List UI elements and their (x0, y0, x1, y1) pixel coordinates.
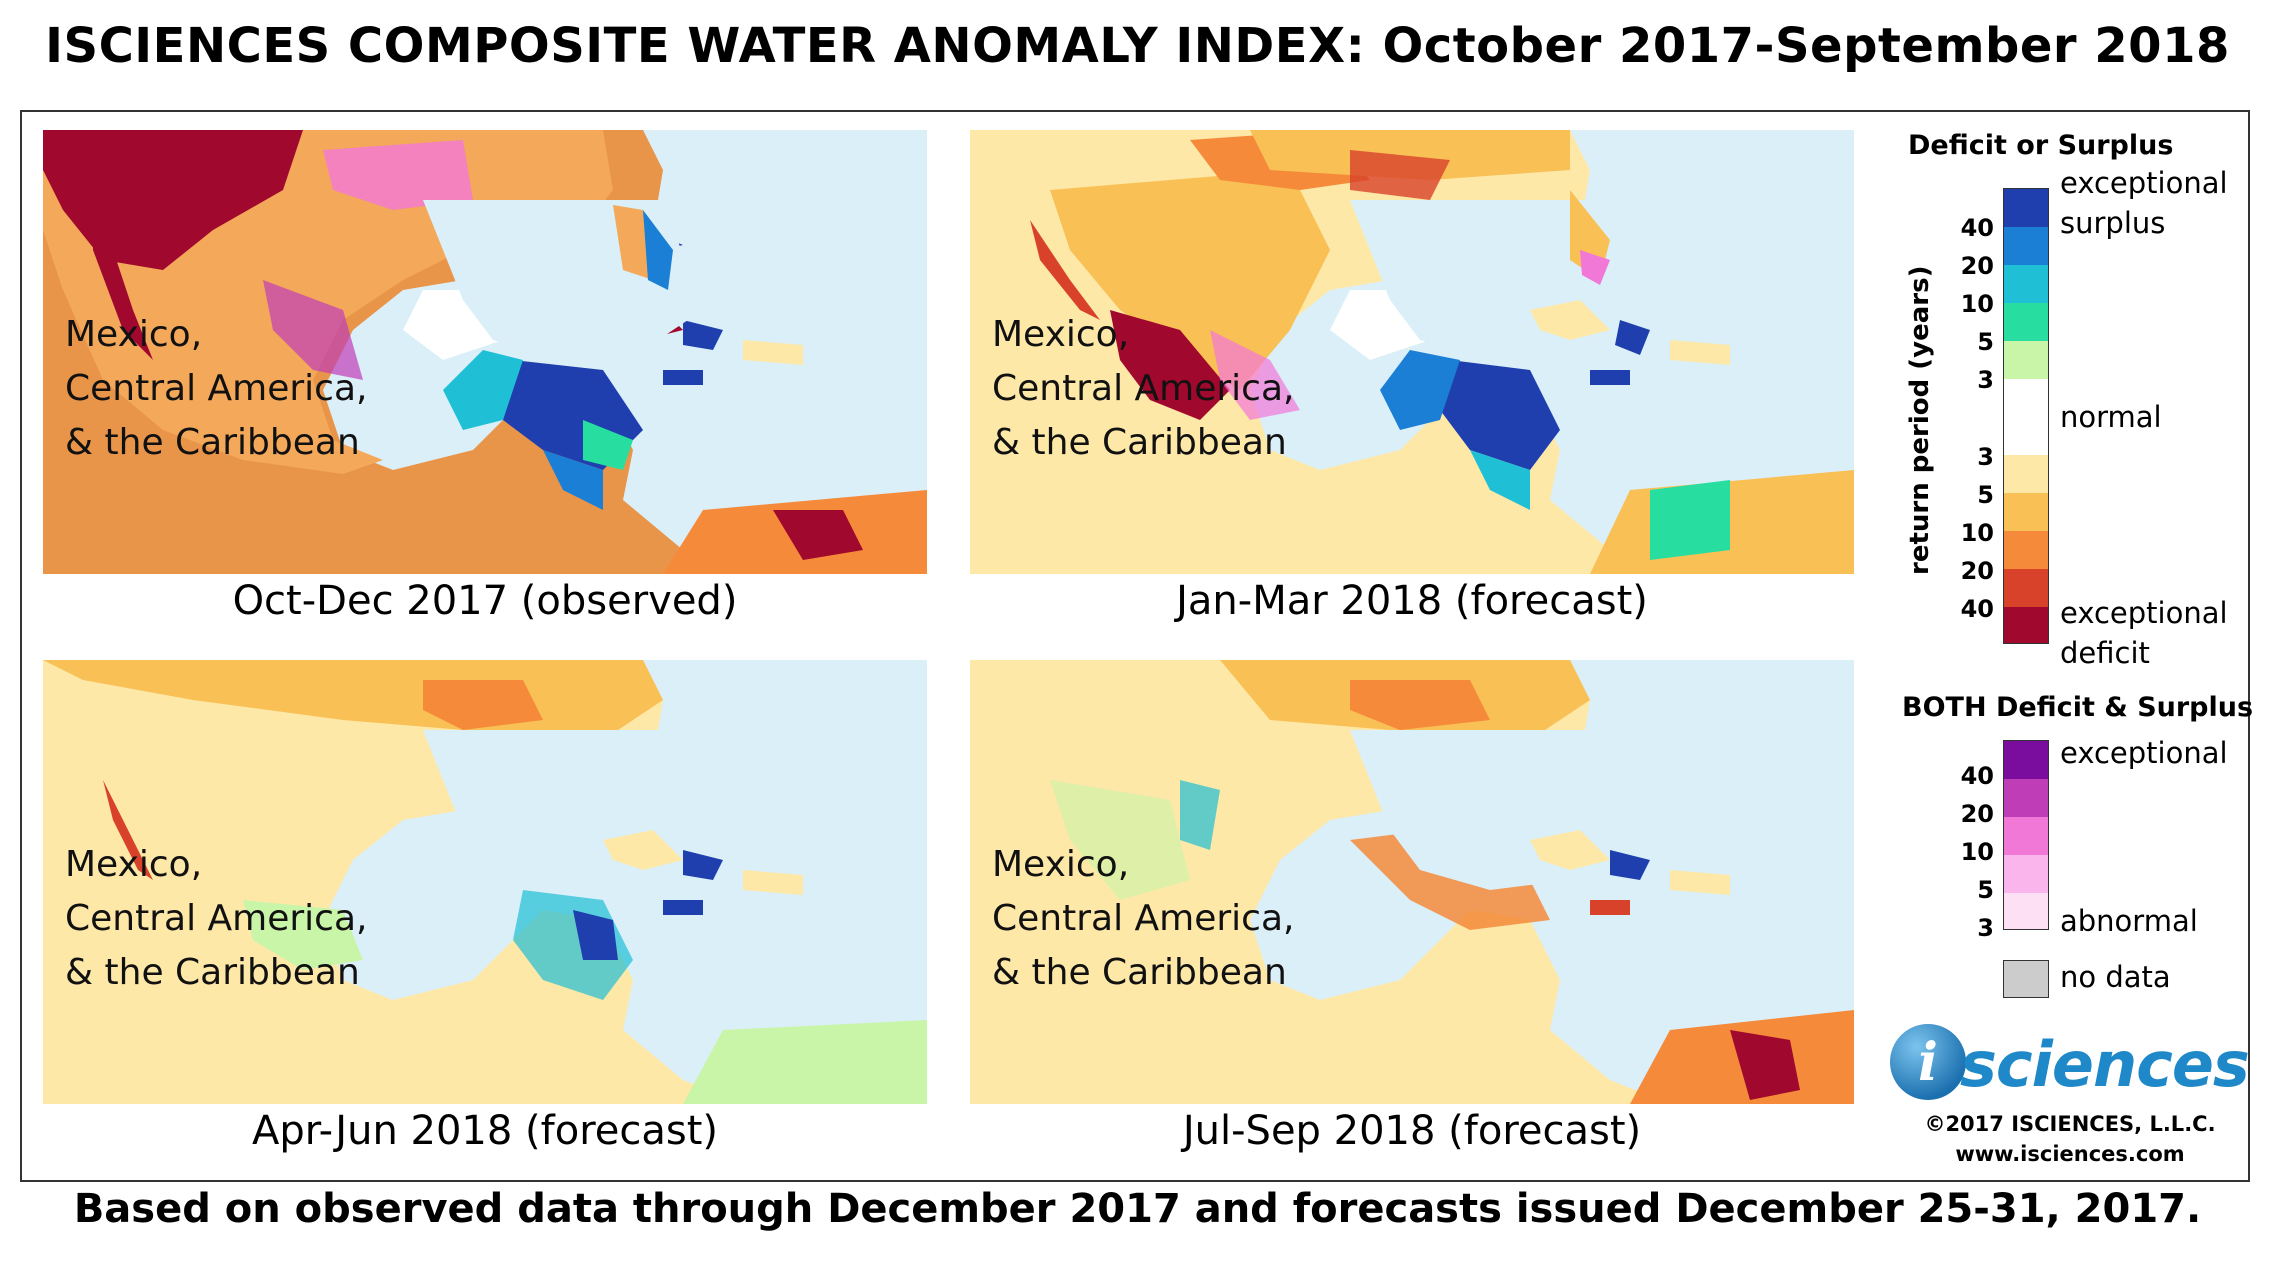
tick-label: 5 (1977, 481, 1994, 509)
tick-label: 3 (1977, 366, 1994, 394)
legend-colorbar (2003, 188, 2049, 644)
panel-caption: Oct-Dec 2017 (observed) (232, 578, 738, 624)
tick-label: 3 (1977, 443, 1994, 471)
region-label: Mexico, Central America, & the Caribbean (65, 844, 368, 993)
swatch-deficit-5 (2004, 493, 2048, 531)
swatch-surplus-10 (2004, 265, 2048, 303)
legend-both-exceptional: exceptional (2060, 736, 2228, 770)
swatch-both-5 (2004, 855, 2048, 893)
tick-label: 40 (1960, 595, 1994, 623)
legend-exceptional-surplus-2: surplus (2060, 206, 2166, 240)
tick-label: 3 (1977, 914, 1994, 942)
tick-label: 10 (1960, 290, 1994, 318)
tick-label: 20 (1960, 252, 1994, 280)
legend-both-abnormal: abnormal (2060, 904, 2198, 938)
map-jan-mar (970, 130, 1854, 574)
website-link[interactable]: www.isciences.com (1955, 1142, 2185, 1166)
footer-note: Based on observed data through December … (73, 1186, 2202, 1232)
swatch-no-data (2003, 960, 2049, 998)
map-jul-sep (970, 660, 1854, 1104)
legend-exceptional-deficit-2: deficit (2060, 636, 2150, 670)
legend-normal: normal (2060, 400, 2162, 434)
map-panel-apr-jun: Mexico, Central America, & the Caribbean (43, 660, 927, 1104)
swatch-surplus-40 (2004, 189, 2048, 227)
swatch-surplus-5 (2004, 303, 2048, 341)
region-label: Mexico, Central America, & the Caribbean (992, 844, 1295, 993)
tick-label: 10 (1960, 838, 1994, 866)
region-label: Mexico, Central America, & the Caribbean (65, 314, 368, 463)
legend-title-both: BOTH Deficit & Surplus (1902, 692, 2254, 723)
legend-both-colorbar (2003, 740, 2049, 930)
legend-exceptional-surplus-1: exceptional (2060, 166, 2228, 200)
page-title: ISCIENCES COMPOSITE WATER ANOMALY INDEX:… (45, 18, 2230, 74)
tick-label: 5 (1977, 328, 1994, 356)
swatch-surplus-3 (2004, 341, 2048, 379)
logo-text: sciences (1960, 1028, 2250, 1101)
panel-caption: Jul-Sep 2018 (forecast) (1182, 1108, 1642, 1154)
swatch-deficit-20 (2004, 569, 2048, 607)
tick-label: 20 (1960, 800, 1994, 828)
copyright: ©2017 ISCIENCES, L.L.C. (1924, 1112, 2216, 1136)
tick-label: 5 (1977, 876, 1994, 904)
swatch-deficit-3 (2004, 455, 2048, 493)
swatch-deficit-40 (2004, 607, 2048, 643)
tick-label: 20 (1960, 557, 1994, 585)
tick-label: 40 (1960, 214, 1994, 242)
panel-caption: Jan-Mar 2018 (forecast) (1176, 578, 1648, 624)
legend-no-data: no data (2060, 960, 2171, 994)
map-oct-dec (43, 130, 927, 574)
swatch-normal (2004, 379, 2048, 455)
tick-label: 10 (1960, 519, 1994, 547)
tick-label: 40 (1960, 762, 1994, 790)
map-apr-jun (43, 660, 927, 1104)
map-panel-jul-sep: Mexico, Central America, & the Caribbean (970, 660, 1854, 1104)
legend-axis-label: return period (years) (1905, 265, 1935, 575)
swatch-both-20 (2004, 779, 2048, 817)
panel-caption: Apr-Jun 2018 (forecast) (252, 1108, 718, 1154)
figure-frame (20, 110, 2250, 1182)
swatch-both-10 (2004, 817, 2048, 855)
logo-mark: i (1918, 1032, 1938, 1093)
legend-exceptional-deficit-1: exceptional (2060, 596, 2228, 630)
swatch-both-40 (2004, 741, 2048, 779)
map-panel-oct-dec: Mexico, Central America, & the Caribbean (43, 130, 927, 574)
map-panel-jan-mar: Mexico, Central America, & the Caribbean (970, 130, 1854, 574)
swatch-both-3 (2004, 893, 2048, 929)
swatch-deficit-10 (2004, 531, 2048, 569)
region-label: Mexico, Central America, & the Caribbean (992, 314, 1295, 463)
isciences-logo-icon: i (1890, 1024, 1966, 1100)
legend-title-deficit-surplus: Deficit or Surplus (1908, 130, 2174, 161)
swatch-surplus-20 (2004, 227, 2048, 265)
